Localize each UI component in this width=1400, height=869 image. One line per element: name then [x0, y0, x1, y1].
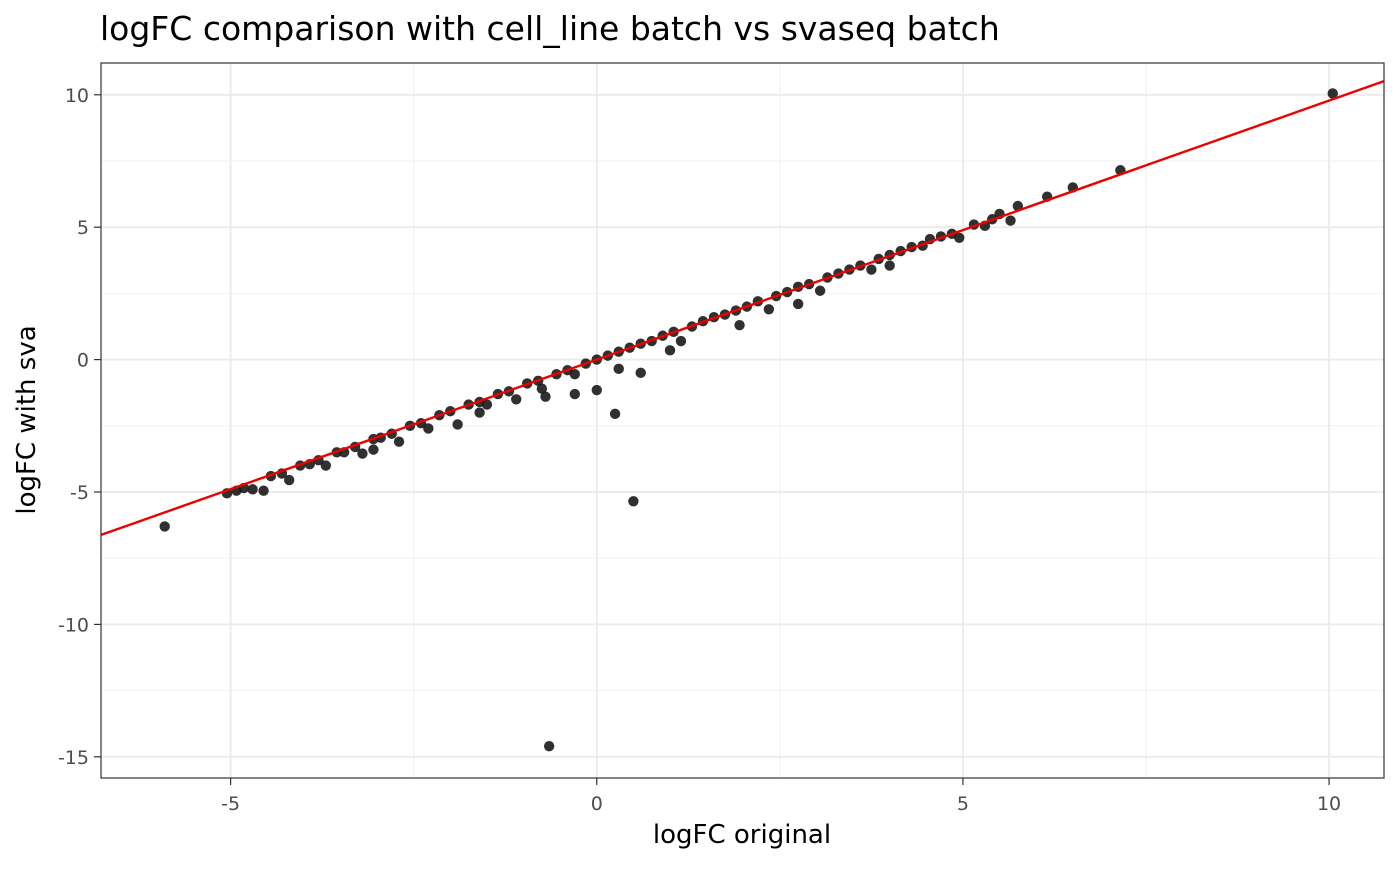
- data-point: [734, 319, 745, 331]
- data-point: [635, 367, 646, 379]
- y-tick-label: 10: [65, 85, 89, 107]
- data-point: [866, 264, 877, 275]
- data-point: [814, 285, 826, 296]
- grid-lines: [101, 63, 1384, 778]
- data-point: [320, 460, 332, 471]
- axes: -5 0 5 10 -15 -10 -5 0 5 10: [58, 85, 1341, 815]
- data-point: [609, 408, 621, 420]
- x-tick-label: 10: [1317, 793, 1341, 815]
- fit-line: [100, 80, 1385, 537]
- data-points: [159, 88, 1338, 752]
- y-tick-label: 5: [77, 217, 89, 239]
- data-point: [884, 260, 895, 271]
- y-tick-label: -5: [70, 482, 89, 504]
- data-point: [1005, 215, 1016, 226]
- y-tick-label: 0: [77, 350, 89, 372]
- data-point: [569, 388, 580, 400]
- data-point: [569, 368, 580, 380]
- data-point: [474, 407, 485, 418]
- data-point: [159, 521, 170, 532]
- data-point: [481, 399, 493, 410]
- data-point: [628, 496, 639, 507]
- plot-panel-border: [100, 62, 1385, 779]
- data-point: [540, 391, 551, 402]
- data-point: [536, 383, 548, 394]
- data-point: [664, 345, 676, 356]
- data-point: [357, 448, 368, 459]
- data-point: [284, 474, 295, 486]
- x-tick-label: 0: [591, 793, 603, 815]
- data-point: [591, 384, 602, 396]
- data-point: [763, 304, 775, 315]
- data-point: [954, 232, 965, 243]
- data-point: [1327, 88, 1338, 99]
- data-point: [613, 363, 624, 375]
- data-point: [675, 335, 687, 347]
- data-point: [792, 298, 804, 310]
- data-point: [368, 444, 379, 455]
- x-axis-title: logFC original: [653, 820, 831, 850]
- x-tick-label: 5: [957, 793, 969, 815]
- data-point: [511, 394, 522, 405]
- data-point: [258, 485, 269, 496]
- x-tick-label: -5: [221, 793, 240, 815]
- data-point: [452, 419, 463, 430]
- chart-title: logFC comparison with cell_line batch vs…: [100, 9, 1000, 48]
- data-point: [423, 423, 434, 434]
- y-tick-label: -15: [58, 747, 89, 769]
- data-point: [247, 484, 258, 495]
- data-point: [543, 741, 555, 752]
- y-axis-title: logFC with sva: [12, 325, 42, 514]
- y-tick-label: -10: [58, 614, 89, 636]
- data-point: [393, 436, 405, 447]
- reference-line-group: [100, 80, 1385, 537]
